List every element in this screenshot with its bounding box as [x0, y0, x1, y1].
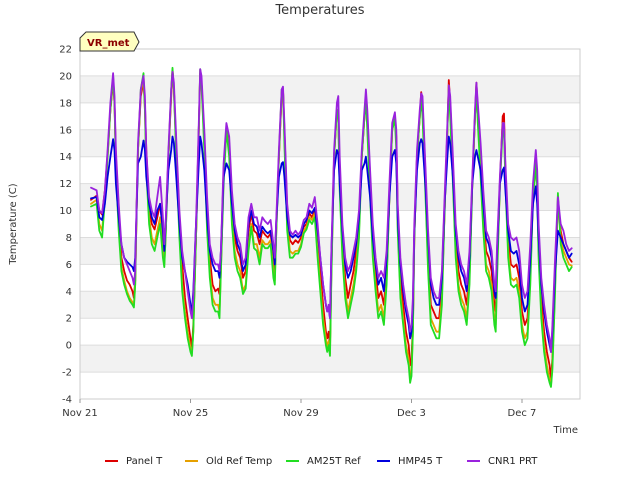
badge-label: VR_met	[87, 38, 130, 49]
legend-item: HMP45 T	[377, 456, 443, 467]
grid-band	[80, 75, 580, 103]
grid-band	[80, 183, 580, 211]
legend-item: Panel T	[105, 456, 163, 467]
y-tick-label: 20	[59, 71, 72, 82]
legend-label: CNR1 PRT	[488, 456, 538, 467]
y-tick-label: 12	[59, 179, 72, 190]
plot-area	[79, 48, 581, 400]
y-tick-label: 8	[66, 233, 72, 244]
legend-label: Panel T	[126, 456, 163, 467]
y-tick-label: 10	[59, 206, 72, 217]
station-badge: VR_met	[79, 31, 140, 52]
y-tick-label: 16	[59, 125, 72, 136]
y-tick-label: 0	[66, 341, 72, 352]
y-tick-label: -2	[62, 368, 72, 379]
legend-label: Old Ref Temp	[206, 456, 272, 467]
legend: Panel T Old Ref Temp AM25T Ref HMP45 T CNR1 …	[105, 456, 538, 467]
y-tick-label: 2	[66, 314, 72, 325]
y-axis-ticks: -4 -2 0 2 4 6 8 10 12 14 16 18 20 22	[59, 45, 72, 406]
x-tick-label: Nov 21	[62, 408, 97, 419]
badge-shape	[79, 31, 140, 52]
x-axis-ticks: Nov 21 Nov 25 Nov 29 Dec 3 Dec 7	[62, 399, 536, 419]
legend-item: AM25T Ref	[286, 456, 361, 467]
x-tick-label: Nov 25	[173, 408, 208, 419]
chart-title: Temperatures	[274, 3, 364, 18]
y-tick-label: 6	[66, 260, 72, 271]
x-axis-label: Time	[553, 425, 578, 436]
legend-label: HMP45 T	[398, 456, 443, 467]
legend-label: AM25T Ref	[307, 456, 361, 467]
y-tick-label: 14	[59, 152, 72, 163]
legend-item: Old Ref Temp	[185, 456, 272, 467]
y-tick-label: 18	[59, 98, 72, 109]
y-tick-label: 4	[66, 287, 72, 298]
legend-item: CNR1 PRT	[467, 456, 538, 467]
x-tick-label: Nov 29	[283, 408, 318, 419]
series-line-cnr1-prt	[90, 68, 573, 353]
series-layer	[90, 66, 573, 388]
y-tick-label: 22	[59, 45, 72, 56]
x-tick-label: Dec 7	[508, 408, 537, 419]
y-axis-label: Temperature (C)	[8, 183, 19, 265]
x-tick-label: Dec 3	[397, 408, 426, 419]
grid-band	[80, 129, 580, 157]
y-tick-label: -4	[62, 395, 72, 406]
